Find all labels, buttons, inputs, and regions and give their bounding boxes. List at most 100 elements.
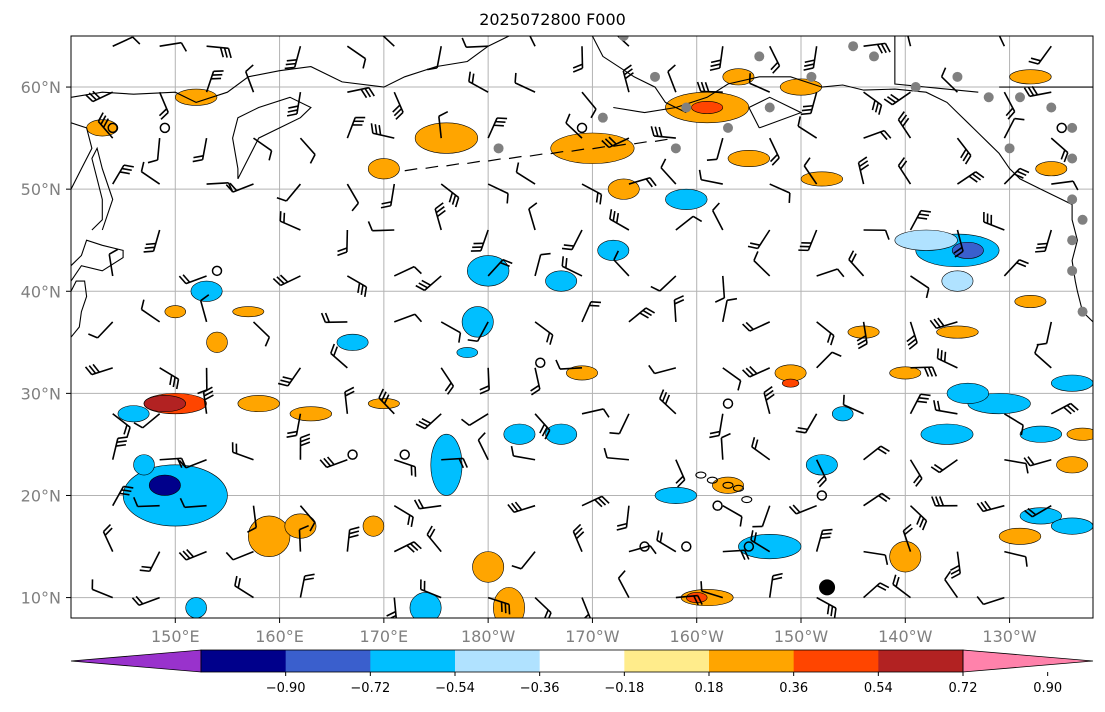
barb-feather: [659, 532, 663, 543]
barb-feather: [85, 94, 94, 103]
barb-feather: [1037, 242, 1048, 246]
barb-feather: [438, 110, 449, 117]
barb-feather: [821, 532, 832, 536]
barb-feather: [931, 366, 938, 377]
wind-barb: [863, 229, 890, 240]
barb-feather: [200, 294, 210, 302]
wind-barb: [286, 92, 302, 117]
barb-feather: [169, 374, 173, 386]
barb-feather: [772, 572, 783, 577]
wind-barb: [956, 171, 985, 185]
barb-staff: [863, 550, 886, 556]
barb-feather: [97, 112, 104, 122]
barb-feather: [429, 528, 436, 539]
barb-feather: [264, 336, 271, 347]
barb-feather: [613, 250, 620, 261]
lon-label: 170°W: [565, 627, 620, 646]
lon-label: 140°W: [878, 627, 933, 646]
barb-feather: [998, 26, 1005, 33]
barb-feather: [237, 578, 241, 589]
anomaly-blob: [805, 454, 838, 476]
wind-barb: [252, 321, 271, 347]
anomaly-blob: [566, 365, 598, 381]
barb-feather: [604, 138, 614, 147]
wind-barb: [863, 445, 890, 461]
barb-feather: [677, 479, 686, 488]
wind-barb: [628, 544, 657, 555]
barb-feather: [374, 124, 378, 135]
barb-staff: [372, 229, 395, 232]
wind-barb: [815, 528, 833, 552]
barb-feather: [856, 335, 867, 342]
barb-feather: [493, 124, 504, 127]
colorbar-label: −0.54: [435, 681, 475, 696]
wind-barb: [609, 209, 630, 231]
lat-label: 40°N: [21, 282, 61, 301]
barb-feather: [772, 576, 783, 581]
wind-barb: [528, 202, 538, 231]
wind-barb: [438, 110, 449, 139]
barb-feather: [737, 380, 742, 391]
barb-feather: [900, 160, 908, 170]
barb-feather: [204, 394, 214, 401]
barb-feather: [381, 201, 392, 205]
wind-barb: [102, 523, 114, 552]
calm-circle: [347, 449, 358, 460]
barb-feather: [392, 104, 401, 113]
barb-feather: [418, 282, 428, 289]
barb-feather: [693, 595, 699, 606]
wind-barb: [897, 111, 912, 139]
barb-feather: [792, 504, 801, 513]
wind-barb: [299, 505, 316, 532]
barb-feather: [458, 458, 465, 469]
barb-feather: [995, 19, 1002, 26]
barb-feather: [499, 261, 510, 268]
barb-feather: [589, 617, 591, 618]
station-marker: [1046, 102, 1057, 113]
wind-barb: [139, 551, 161, 573]
barb-staff: [983, 596, 1005, 606]
barb-feather: [561, 247, 573, 251]
barb-feather: [179, 497, 186, 508]
anomaly-blob: [461, 306, 494, 338]
barb-feather: [421, 418, 432, 424]
wind-barb: [616, 505, 630, 531]
barb-feather: [697, 595, 703, 605]
barb-feather: [510, 445, 515, 457]
barb-feather: [905, 19, 913, 25]
wind-barb: [299, 137, 316, 164]
barb-feather: [650, 285, 661, 292]
wind-barb: [648, 364, 677, 375]
barb-feather: [414, 313, 423, 323]
wind-barb: [413, 499, 442, 510]
barb-feather: [710, 59, 722, 64]
colorbar-label: 0.90: [1033, 681, 1062, 696]
barb-feather: [324, 312, 331, 323]
barb-staff: [716, 137, 724, 160]
barb-feather: [126, 427, 131, 438]
colorbar-bin: [285, 650, 371, 672]
barb-feather: [348, 534, 359, 539]
barb-feather: [234, 575, 238, 587]
calm-circle: [576, 122, 588, 134]
wind-barb: [507, 501, 536, 514]
anomaly-blob: [941, 270, 974, 292]
barb-feather: [102, 118, 110, 128]
barb-feather: [88, 365, 97, 374]
anomaly-blob: [143, 395, 187, 413]
barb-feather: [822, 528, 833, 532]
wind-barb: [581, 91, 597, 119]
wind-barb: [426, 525, 442, 553]
wind-barb: [748, 73, 771, 93]
barb-feather: [675, 475, 684, 484]
barb-feather: [563, 244, 574, 247]
barb-feather: [800, 112, 811, 116]
wind-barb: [147, 138, 161, 164]
barb-feather: [116, 440, 127, 443]
wind-barb: [892, 574, 911, 599]
wind-barb: [763, 386, 775, 414]
anomaly-blob: [1019, 425, 1063, 443]
barb-feather: [413, 541, 422, 550]
anomaly-blob: [237, 395, 280, 413]
wind-barb: [370, 123, 395, 139]
